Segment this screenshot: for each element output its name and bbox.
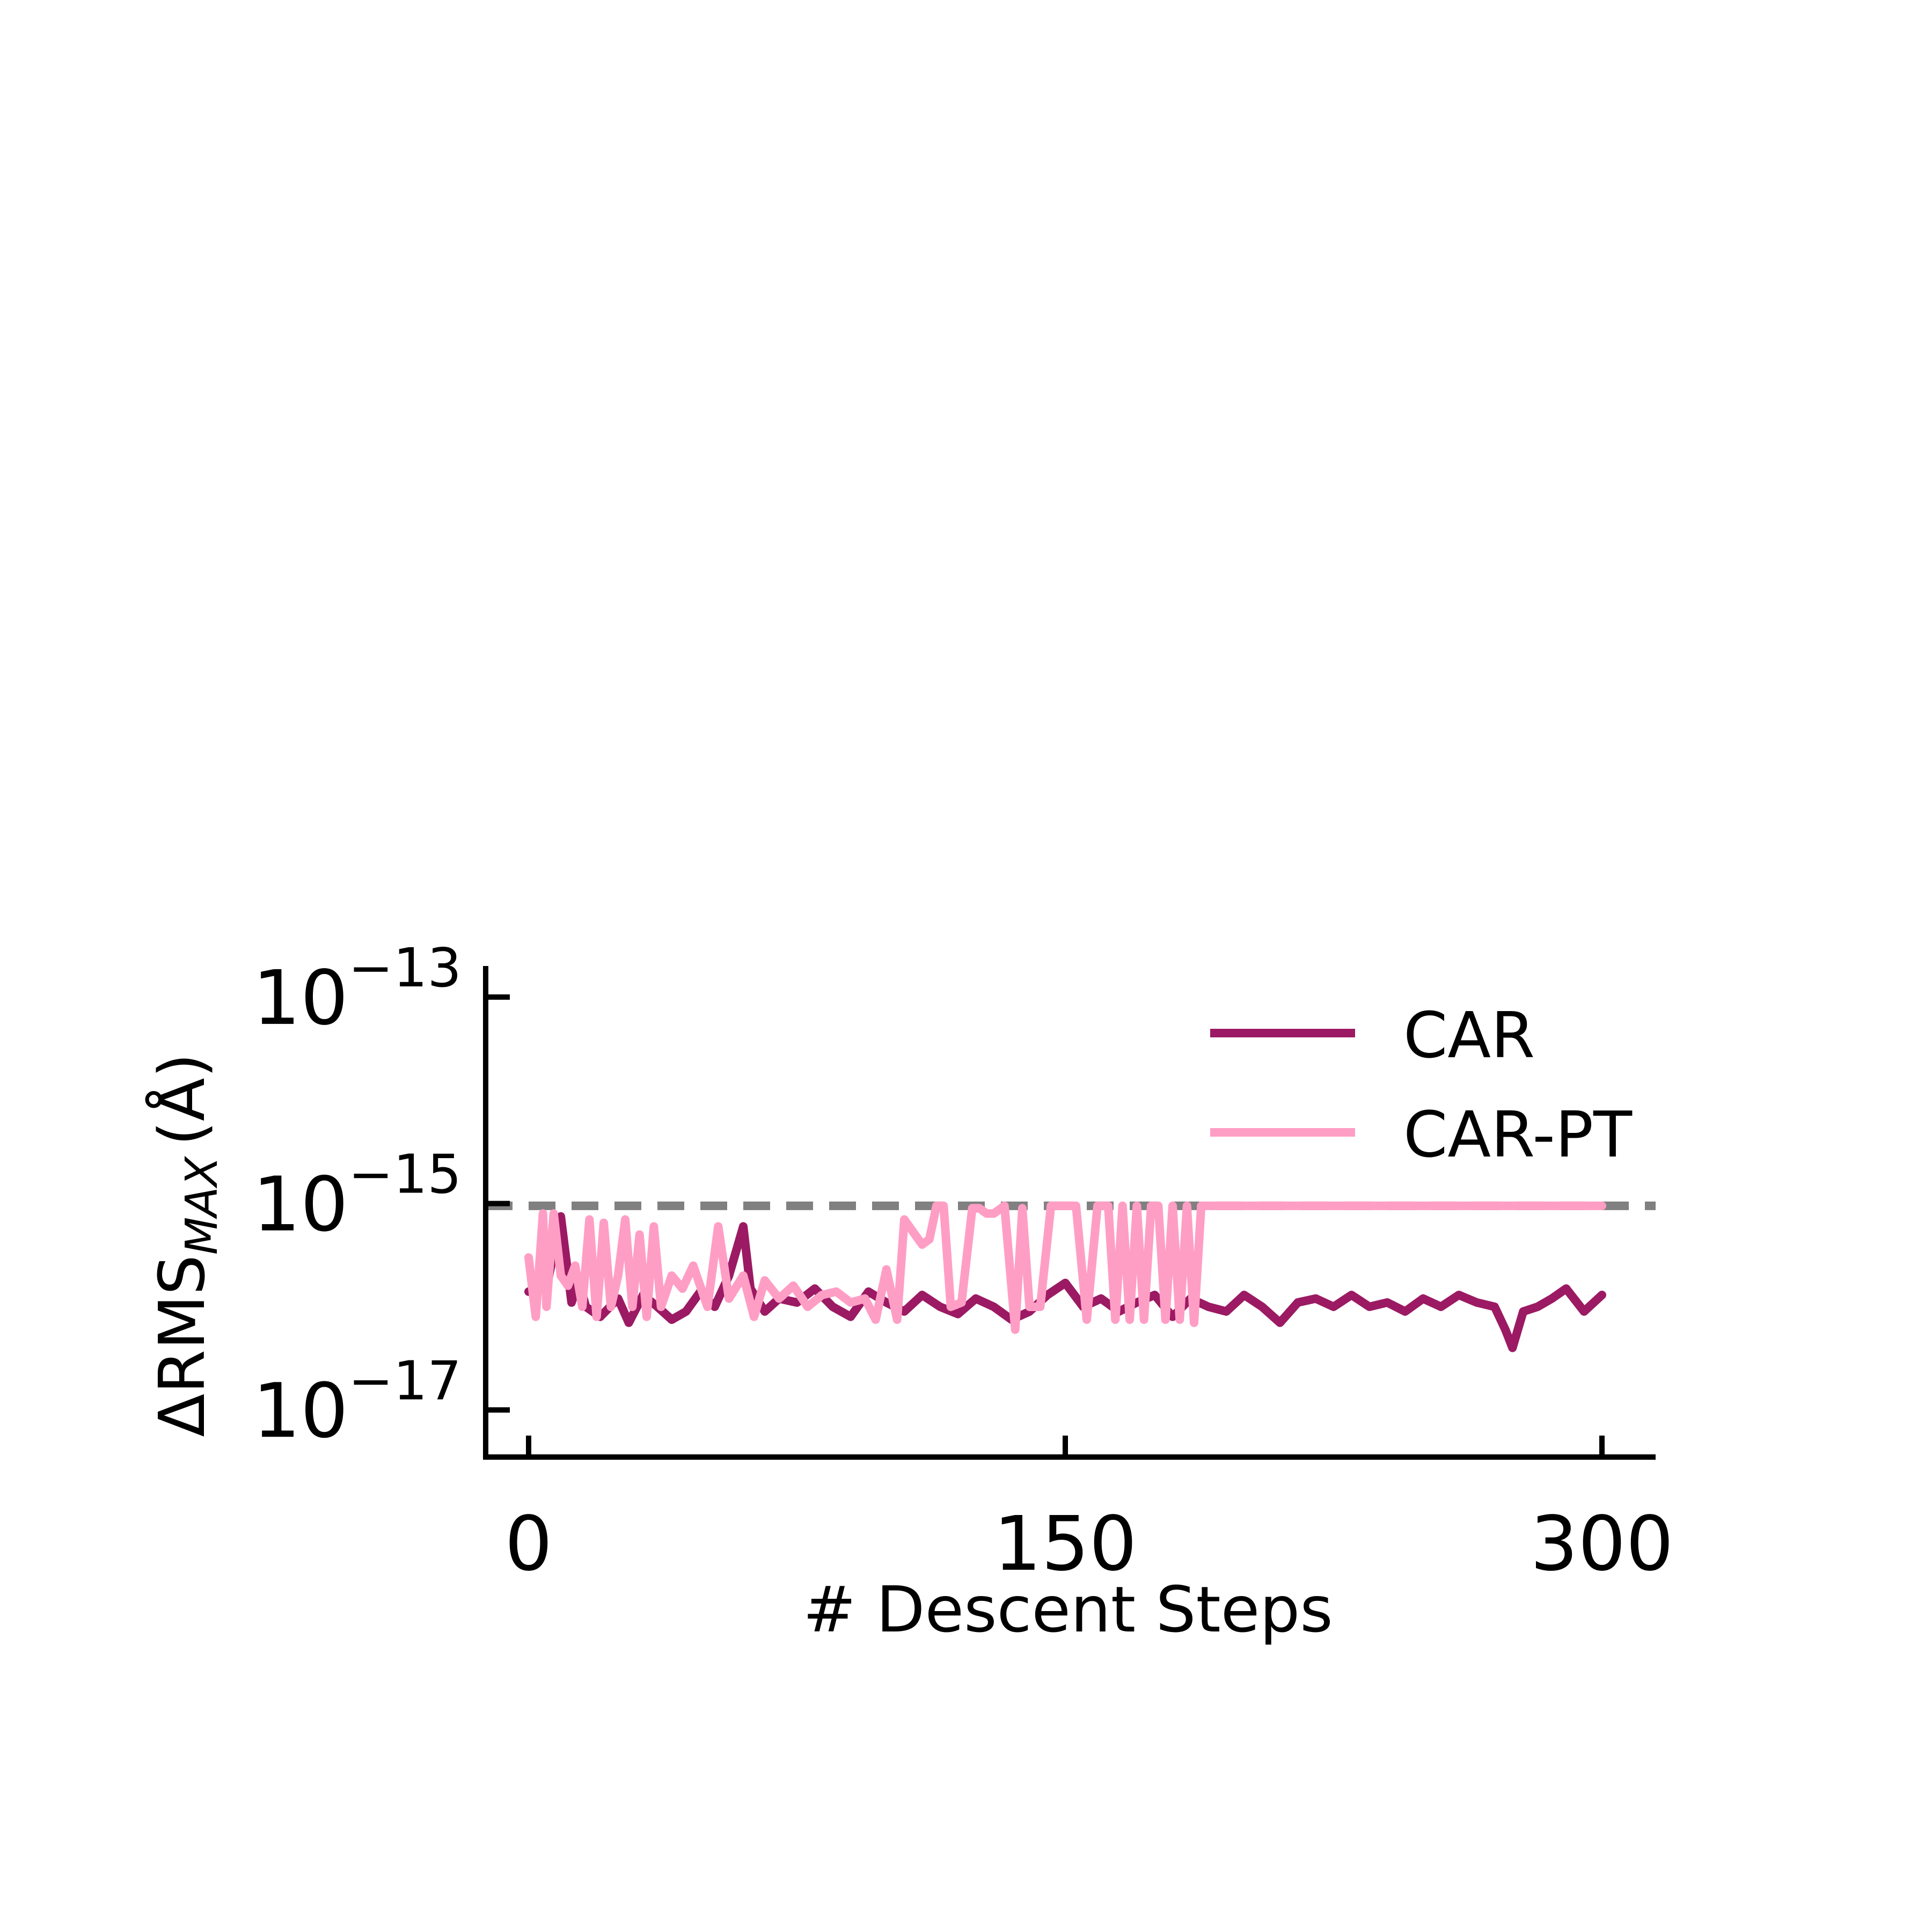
y-tick-label-base: 10 — [253, 1367, 348, 1455]
legend: CAR CAR-PT — [1210, 998, 1633, 1172]
legend-label-car: CAR — [1403, 998, 1535, 1072]
x-tick-label: 300 — [1530, 1501, 1673, 1588]
y-axis-title-main: ΔRMS — [145, 1255, 219, 1437]
y-axis-title: ΔRMSMAX (Å) — [145, 1053, 228, 1437]
y-tick-label-base: 10 — [253, 955, 348, 1042]
y-tick-label: 10−17 — [253, 1349, 462, 1455]
y-tick-label-exponent: −15 — [348, 1143, 462, 1206]
x-tick-label: 150 — [993, 1501, 1137, 1588]
series-layer — [524, 1201, 1606, 1352]
x-axis-title: # Descent Steps — [803, 1572, 1333, 1646]
series-line-car-pt — [524, 1201, 1606, 1334]
y-axis-title-unit: (Å) — [145, 1053, 219, 1146]
y-tick-label-exponent: −13 — [348, 936, 462, 999]
y-tick-label: 10−13 — [253, 936, 462, 1042]
y-tick-label-exponent: −17 — [348, 1349, 462, 1412]
y-tick-label: 10−15 — [253, 1143, 462, 1249]
legend-label-car-pt: CAR-PT — [1403, 1097, 1633, 1172]
y-axis-title-subscript: MAX — [177, 1155, 228, 1255]
y-tick-label-base: 10 — [253, 1161, 348, 1249]
x-tick-label: 0 — [504, 1501, 552, 1588]
axes-layer — [483, 966, 1656, 1460]
